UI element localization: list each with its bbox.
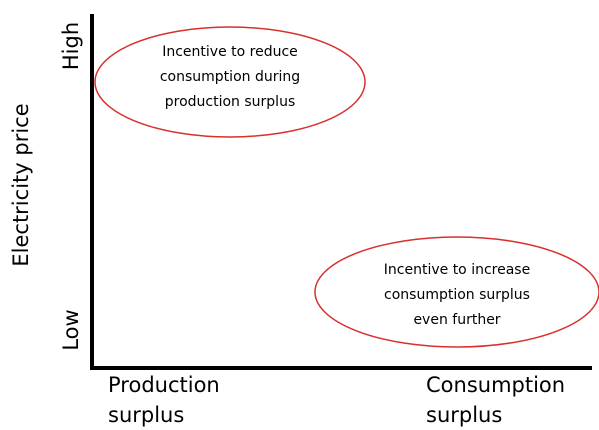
region-ellipse [314,236,599,348]
x-left-label: Production [108,373,220,397]
region-text: consumption surplus [384,287,530,303]
y-high-label: High [59,22,83,70]
x-right-label: Consumption [426,373,565,397]
y-axis-label: Electricity price [9,103,33,266]
x-left-label: surplus [108,403,184,427]
region-ellipse [94,26,366,138]
region-text: Incentive to reduce [162,44,298,60]
region-text: Incentive to increase [384,262,530,278]
x-right-label: surplus [426,403,502,427]
region-text: consumption during [160,69,300,85]
region-text: even further [413,312,500,328]
y-low-label: Low [59,309,83,350]
region-text: production surplus [165,94,296,110]
